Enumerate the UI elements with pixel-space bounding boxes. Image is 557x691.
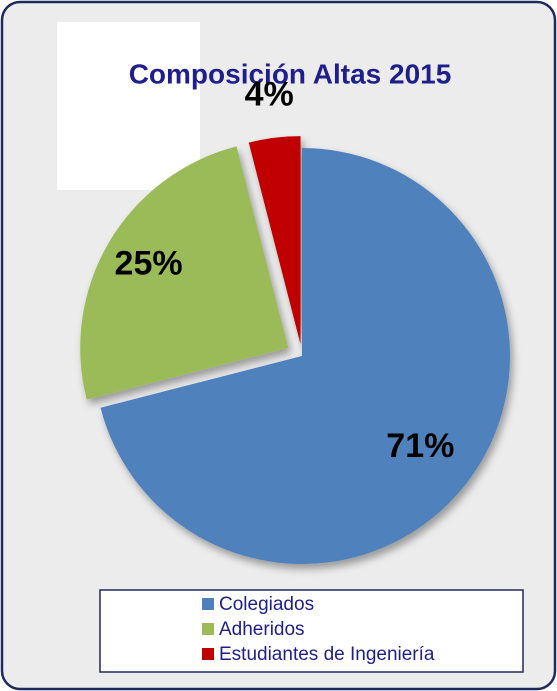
data-label: 4% xyxy=(245,75,294,113)
pie xyxy=(80,136,511,564)
pie-slice xyxy=(248,136,301,345)
legend xyxy=(99,589,524,673)
legend-swatch xyxy=(202,598,214,610)
pie-slice xyxy=(80,146,289,400)
data-label: 71% xyxy=(386,427,454,465)
data-label: 25% xyxy=(115,244,183,282)
title-backdrop xyxy=(57,22,200,190)
legend-label: Adheridos xyxy=(219,619,305,640)
chart-title: Composición Altas 2015 xyxy=(129,58,452,89)
legend-label: Estudiantes de Ingeniería xyxy=(219,644,435,665)
legend-swatch xyxy=(202,623,214,635)
pie-slice xyxy=(100,148,511,564)
legend-swatch xyxy=(202,648,214,660)
legend-label: Colegiados xyxy=(219,594,314,615)
